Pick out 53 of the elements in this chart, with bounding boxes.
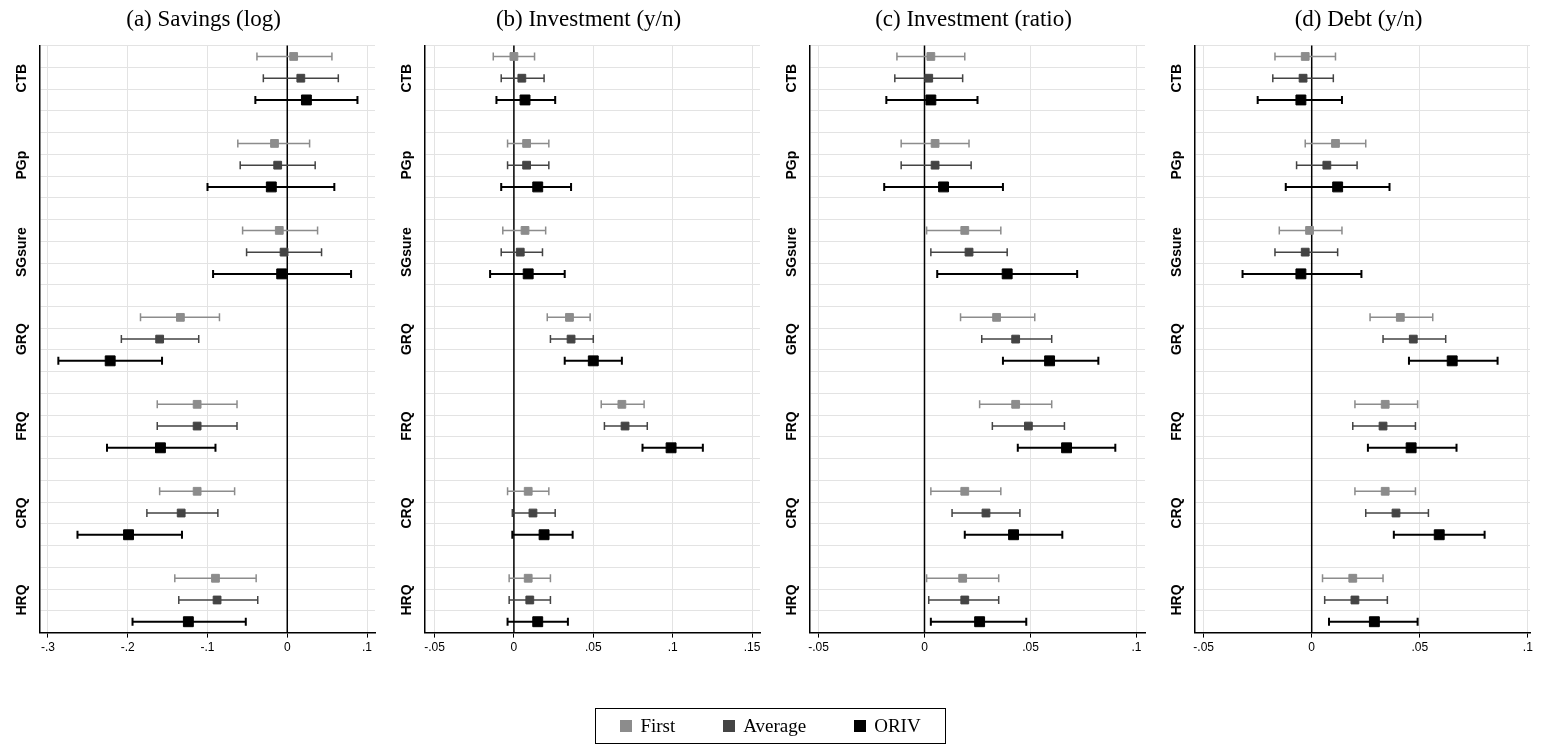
y-tick-label: FRQ [397,411,414,441]
y-tick-label: HRQ [12,584,29,616]
x-tick-label: 0 [1308,640,1316,655]
x-tick-label: .1 [1522,640,1534,655]
x-tick-label: .05 [1022,640,1040,655]
y-tick-label: HRQ [782,584,799,616]
y-tick-label: HRQ [397,584,414,616]
chart-title: (b) Investment (y/n) [495,5,682,31]
y-tick-label: CRQ [782,497,799,529]
y-tick-label: CRQ [397,497,414,529]
y-tick-label: CRQ [1167,497,1184,529]
y-tick-label: SGsure [782,227,799,278]
x-tick-label: .1 [1131,640,1142,655]
x-tick-label: .1 [667,640,678,655]
x-tick-label: -.2 [120,640,136,655]
x-tick-label: .1 [362,640,373,655]
y-tick-label: CTB [397,63,414,93]
y-tick-label: GRQ [1167,323,1184,356]
y-tick-label: FRQ [12,411,29,441]
x-tick-label: -.1 [200,640,215,655]
y-tick-label: SGsure [1167,227,1184,278]
y-tick-label: CTB [782,63,799,93]
x-tick-label: -.05 [808,640,830,655]
y-tick-label: CTB [12,63,29,93]
x-tick-label: .05 [584,640,602,655]
y-tick-label: PGp [12,150,29,180]
y-tick-label: CRQ [12,497,29,529]
y-tick-label: GRQ [397,323,414,356]
y-tick-label: GRQ [782,323,799,356]
legend-label: First [640,715,676,737]
y-tick-label: HRQ [1167,584,1184,616]
y-tick-label: FRQ [1167,411,1184,441]
legend-label: Average [743,715,807,737]
y-tick-label: CTB [1167,63,1184,93]
x-tick-label: 0 [510,640,518,655]
chart-title: (c) Investment (ratio) [875,5,1072,31]
legend-label: ORIV [874,715,921,737]
y-tick-label: SGsure [397,227,414,278]
x-tick-label: .05 [1411,640,1429,655]
chart-title: (a) Savings (log) [126,5,281,31]
x-tick-label: 0 [283,640,291,655]
y-tick-label: FRQ [782,411,799,441]
chart-title: (d) Debt (y/n) [1294,5,1423,31]
x-tick-label: -.05 [1193,640,1215,655]
x-tick-label: .15 [743,640,761,655]
y-tick-label: GRQ [12,323,29,356]
y-tick-label: PGp [782,150,799,180]
x-tick-label: -.05 [424,640,446,655]
x-tick-label: -.3 [40,640,56,655]
y-tick-label: SGsure [12,227,29,278]
y-tick-label: PGp [1167,150,1184,180]
x-tick-label: 0 [921,640,929,655]
y-tick-label: PGp [397,150,414,180]
